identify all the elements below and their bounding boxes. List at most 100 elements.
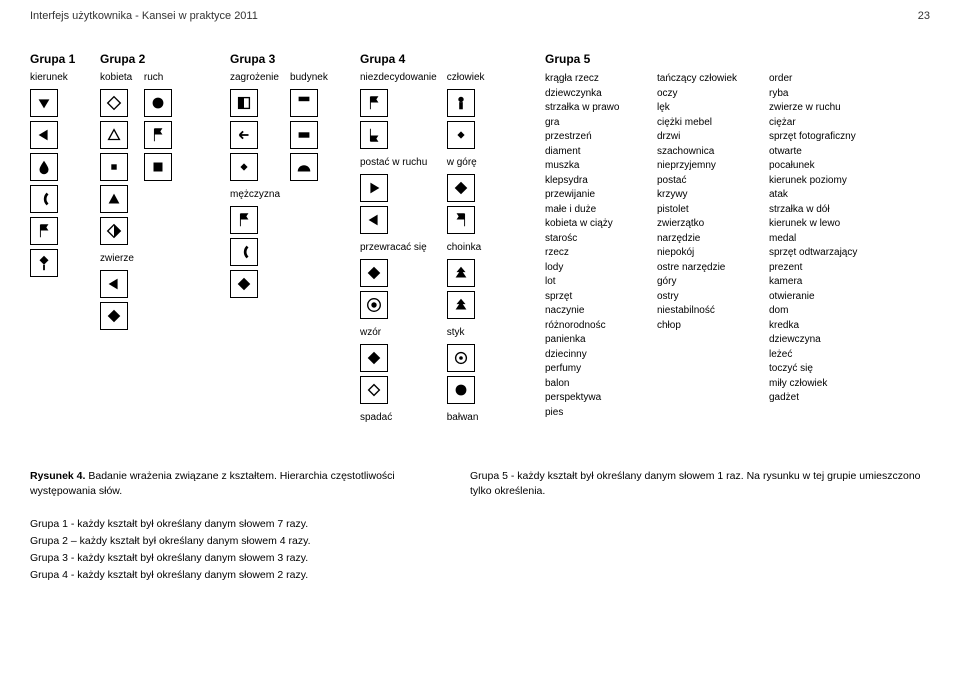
icon-stack bbox=[360, 89, 437, 149]
tri-right-fill-icon bbox=[360, 174, 388, 202]
col-label: kobieta bbox=[100, 72, 134, 85]
list-item: sprzęt odtwarzający bbox=[769, 246, 859, 261]
col-label: spadać bbox=[360, 412, 437, 425]
group-4: Grupa 4 niezdecydowanie postać w ruchu p… bbox=[360, 52, 545, 429]
list-item: diament bbox=[545, 145, 635, 160]
flag-left-icon bbox=[447, 206, 475, 234]
bar-mid-icon bbox=[290, 121, 318, 149]
col-label: kierunek bbox=[30, 72, 68, 85]
note-line: Grupa 2 – każdy kształt był określany da… bbox=[30, 533, 930, 550]
caption-left: Rysunek 4. Badanie wrażenia związane z k… bbox=[30, 469, 410, 498]
diamond-fill-icon bbox=[230, 270, 258, 298]
page-header: Interfejs użytkownika - Kansei w praktyc… bbox=[0, 0, 960, 22]
list-item: ostry bbox=[657, 290, 747, 305]
diamond-fill-icon bbox=[360, 259, 388, 287]
list-item: dom bbox=[769, 304, 859, 319]
icon-stack bbox=[230, 89, 280, 181]
word-list: krągła rzeczdziewczynkastrzałka w prawog… bbox=[545, 72, 635, 420]
list-item: przewijanie bbox=[545, 188, 635, 203]
sq-small-icon bbox=[100, 153, 128, 181]
circle-dot-icon bbox=[447, 344, 475, 372]
list-item: ciężki mebel bbox=[657, 116, 747, 131]
tri-up-fill-icon bbox=[100, 185, 128, 213]
list-item: otwarte bbox=[769, 145, 859, 160]
group-title: Grupa 2 bbox=[100, 52, 230, 66]
group-title: Grupa 5 bbox=[545, 52, 930, 66]
tri-left-fill-icon bbox=[100, 270, 128, 298]
list-item: dziewczyna bbox=[769, 333, 859, 348]
sq-fill-icon bbox=[144, 153, 172, 181]
list-item: przestrzeń bbox=[545, 130, 635, 145]
diamond-stem-icon bbox=[30, 249, 58, 277]
note-line: Grupa 1 - każdy kształt był określany da… bbox=[30, 516, 930, 533]
flag-icon bbox=[144, 121, 172, 149]
list-item: zwierzątko bbox=[657, 217, 747, 232]
diamond-half-icon bbox=[100, 217, 128, 245]
note-line: Grupa 4 - każdy kształt był określany da… bbox=[30, 567, 930, 584]
diamond-small-icon bbox=[447, 121, 475, 149]
group-2: Grupa 2 kobieta zwierze ruch bbox=[100, 52, 230, 429]
list-item: lody bbox=[545, 261, 635, 276]
icon-stack bbox=[144, 89, 172, 181]
list-item: niestabilność bbox=[657, 304, 747, 319]
list-item: lęk bbox=[657, 101, 747, 116]
list-item: perspektywa bbox=[545, 391, 635, 406]
list-item: muszka bbox=[545, 159, 635, 174]
flag-icon bbox=[30, 217, 58, 245]
word-list: tańczący człowiekoczylękciężki mebeldrzw… bbox=[657, 72, 747, 420]
diamond-fill-icon bbox=[447, 174, 475, 202]
icon-stack bbox=[447, 344, 485, 404]
tri-left-icon bbox=[30, 121, 58, 149]
tree-icon bbox=[447, 259, 475, 287]
list-item: pistolet bbox=[657, 203, 747, 218]
icon-stack bbox=[360, 344, 437, 404]
list-item: miły człowiek bbox=[769, 377, 859, 392]
circle-fill-icon bbox=[144, 89, 172, 117]
list-item: prezent bbox=[769, 261, 859, 276]
icon-stack bbox=[447, 174, 485, 234]
notes-block: Grupa 1 - każdy kształt był określany da… bbox=[30, 516, 930, 583]
arc-left-icon bbox=[230, 238, 258, 266]
flag-icon bbox=[360, 89, 388, 117]
col-label: wzór bbox=[360, 327, 437, 340]
half-circle-icon bbox=[290, 153, 318, 181]
diamond-icon bbox=[100, 89, 128, 117]
target-icon bbox=[360, 291, 388, 319]
list-item: strzałka w prawo bbox=[545, 101, 635, 116]
list-item: szachownica bbox=[657, 145, 747, 160]
figure-label: Rysunek 4. bbox=[30, 470, 85, 482]
list-item: drzwi bbox=[657, 130, 747, 145]
list-item: gra bbox=[545, 116, 635, 131]
col-label: postać w ruchu bbox=[360, 157, 437, 170]
col-label: styk bbox=[447, 327, 485, 340]
list-item: strzałka w dół bbox=[769, 203, 859, 218]
note-line: Grupa 3 - każdy kształt był określany da… bbox=[30, 550, 930, 567]
list-item: nieprzyjemny bbox=[657, 159, 747, 174]
icon-stack bbox=[290, 89, 328, 181]
icon-stack bbox=[100, 270, 134, 330]
list-item: ostre narzędzie bbox=[657, 261, 747, 276]
icon-stack bbox=[447, 259, 485, 319]
list-item: kierunek poziomy bbox=[769, 174, 859, 189]
tri-left-fill-icon bbox=[360, 206, 388, 234]
page-content: Grupa 1 kierunek Grupa 2 kobieta zwierze bbox=[0, 22, 960, 594]
col-label: w górę bbox=[447, 157, 485, 170]
list-item: otwieranie bbox=[769, 290, 859, 305]
list-item: toczyć się bbox=[769, 362, 859, 377]
list-item: atak bbox=[769, 188, 859, 203]
col-label: zagrożenie bbox=[230, 72, 280, 85]
list-item: kierunek w lewo bbox=[769, 217, 859, 232]
icon-stack bbox=[100, 89, 134, 245]
group-title: Grupa 4 bbox=[360, 52, 545, 66]
icon-stack bbox=[360, 174, 437, 234]
list-item: góry bbox=[657, 275, 747, 290]
flag-icon bbox=[230, 206, 258, 234]
list-item: sprzęt bbox=[545, 290, 635, 305]
icon-stack bbox=[230, 206, 280, 298]
diamond-fill-icon bbox=[100, 302, 128, 330]
list-item: klepsydra bbox=[545, 174, 635, 189]
caption-row: Rysunek 4. Badanie wrażenia związane z k… bbox=[30, 469, 930, 498]
caption-right: Grupa 5 - każdy kształt był określany da… bbox=[470, 469, 930, 498]
arrow-left-icon bbox=[230, 121, 258, 149]
list-item: leżeć bbox=[769, 348, 859, 363]
